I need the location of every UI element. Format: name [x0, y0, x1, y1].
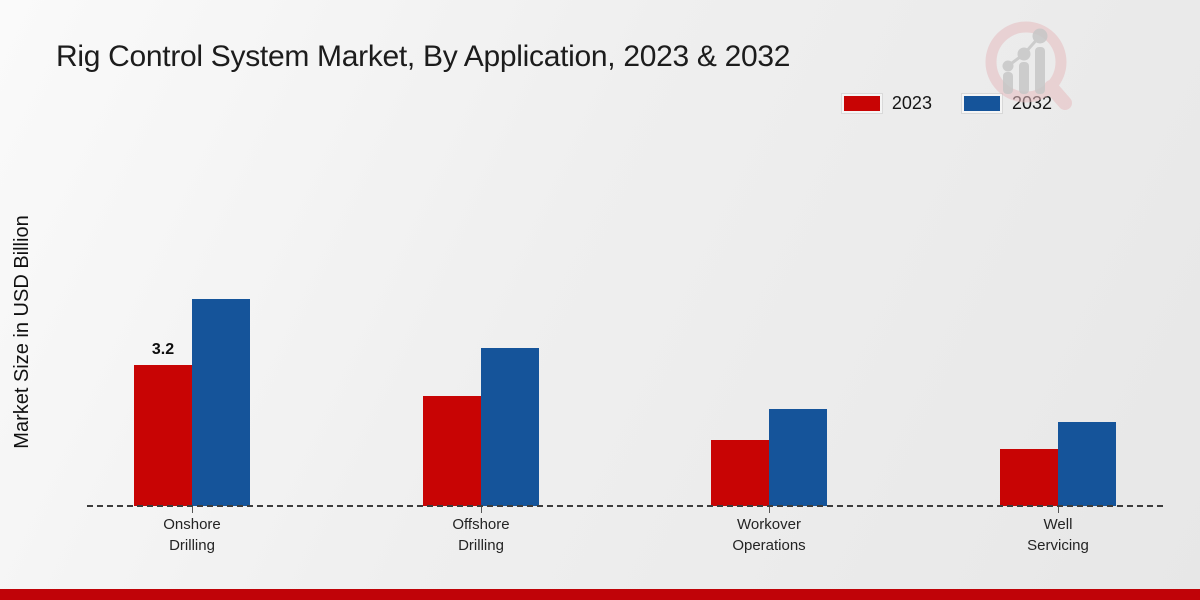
chart-title: Rig Control System Market, By Applicatio…	[56, 40, 791, 73]
bar-2032-offshore-drilling	[481, 348, 539, 506]
axis-tick	[769, 507, 770, 513]
legend-swatch-2032	[961, 94, 1002, 113]
category-label-workover-operations: Workover Operations	[732, 516, 806, 554]
bar-2023-workover-operations	[711, 440, 769, 506]
legend-item-2023: 2023	[841, 93, 932, 114]
category-label-offshore-drilling: Offshore Drilling	[452, 516, 510, 554]
bar-2032-onshore-drilling	[192, 299, 250, 506]
axis-tick	[481, 507, 482, 513]
category-label-well-servicing: Well Servicing	[1027, 516, 1089, 554]
bar-2023-offshore-drilling	[423, 396, 481, 506]
bar-2032-well-servicing	[1058, 422, 1116, 506]
axis-tick	[192, 507, 193, 513]
bar-2023-well-servicing	[1000, 449, 1058, 506]
axis-tick	[1058, 507, 1059, 513]
legend-label: 2023	[891, 93, 932, 113]
category-label-onshore-drilling: Onshore Drilling	[163, 516, 221, 554]
x-axis-baseline	[87, 505, 1163, 507]
bar-value-label: 3.2	[151, 341, 175, 358]
magnifier-bar-chart-logo-icon	[962, 2, 1087, 127]
legend-swatch-2023	[841, 94, 882, 113]
bar-2032-workover-operations	[769, 409, 827, 506]
bar-2023-onshore-drilling	[134, 365, 192, 506]
footer-accent-bar	[0, 589, 1200, 600]
